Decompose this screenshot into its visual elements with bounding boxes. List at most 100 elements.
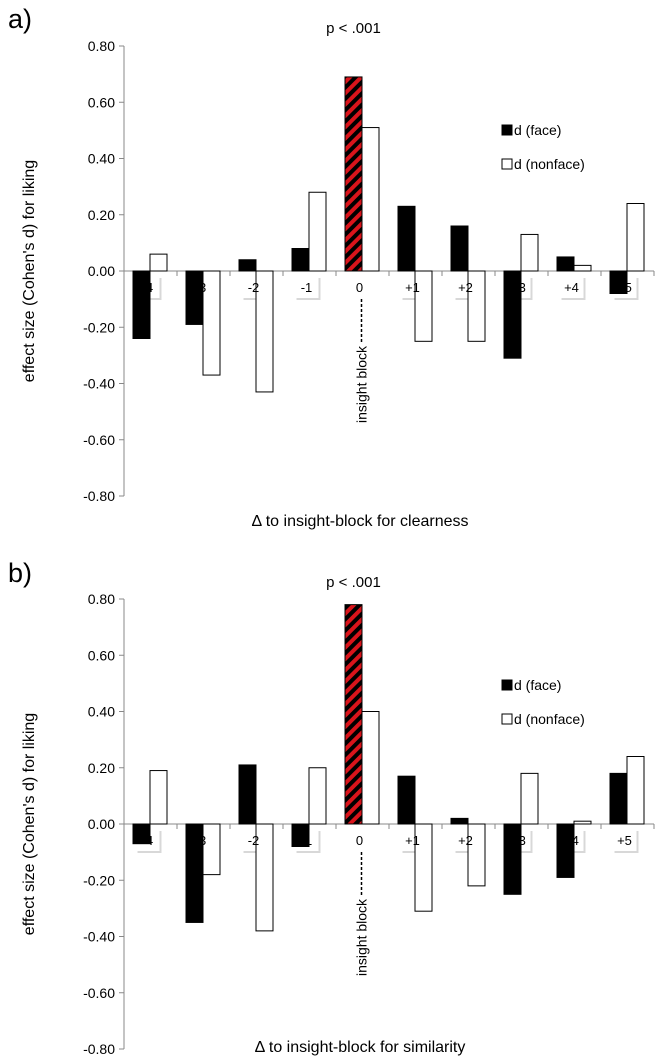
- bar-nonface: [202, 823, 221, 876]
- y-tick-label: 0.80: [88, 591, 115, 607]
- insight-block-label-group: insight block: [354, 345, 370, 423]
- bar-nonface: [361, 711, 380, 825]
- bar-face: [450, 817, 469, 825]
- legend-swatch: [501, 158, 513, 170]
- category-label: 0: [356, 280, 363, 295]
- bar-face: [132, 823, 151, 845]
- category-label: -4: [142, 280, 154, 295]
- category-label: -3: [195, 833, 207, 848]
- p-value-annotation: p < .001: [326, 574, 381, 591]
- bar-face: [556, 823, 575, 878]
- bar-face: [609, 270, 628, 294]
- bar-face: [238, 764, 257, 825]
- category-label: -4: [142, 833, 154, 848]
- category-label: +3: [511, 833, 526, 848]
- category-label: -1: [301, 833, 313, 848]
- y-tick-label: 0.00: [88, 263, 115, 279]
- bar-nonface: [255, 270, 274, 393]
- category-label: +2: [458, 280, 473, 295]
- category-label: +4: [564, 833, 579, 848]
- category-label: +1: [405, 280, 420, 295]
- category-label: +4: [564, 280, 579, 295]
- bar-nonface: [361, 127, 380, 272]
- bar-face: [609, 772, 628, 825]
- category-label: -2: [248, 280, 260, 295]
- category-label: +3: [511, 280, 526, 295]
- y-tick-label: 0.60: [88, 94, 115, 110]
- bar-nonface: [255, 823, 274, 932]
- bar-face: [291, 823, 310, 847]
- y-tick-label: -0.40: [83, 929, 115, 945]
- panel-label: b): [8, 558, 32, 588]
- bar-highlight: [344, 76, 363, 272]
- bar-face: [450, 225, 469, 272]
- bar-nonface: [520, 233, 539, 272]
- category-label: +2: [458, 833, 473, 848]
- insight-block-label-group: insight block: [354, 898, 370, 976]
- p-value-annotation: p < .001: [326, 20, 381, 37]
- y-tick-label: 0.40: [88, 151, 115, 167]
- bar-nonface: [626, 203, 645, 272]
- category-label-box: [612, 829, 637, 851]
- bar-face: [397, 205, 416, 272]
- bar-nonface: [149, 770, 168, 825]
- category-label: +5: [617, 833, 632, 848]
- legend-entry: d (face): [514, 122, 561, 138]
- y-tick-label: -0.40: [83, 376, 115, 392]
- bar-face: [503, 270, 522, 359]
- bar-face: [503, 823, 522, 895]
- bar-nonface: [573, 820, 592, 825]
- y-tick-label: 0.80: [88, 38, 115, 54]
- y-tick-label: -0.60: [83, 432, 115, 448]
- bar-face: [291, 248, 310, 272]
- category-label: +5: [617, 280, 632, 295]
- category-label: 0: [356, 833, 363, 848]
- y-tick-label: 0.00: [88, 816, 115, 832]
- bar-highlight: [344, 604, 363, 825]
- bar-nonface: [414, 270, 433, 342]
- bar-face: [132, 270, 151, 339]
- bar-face: [238, 259, 257, 272]
- y-axis-label-group: effect size (Cohen's d) for liking: [21, 713, 38, 935]
- y-tick-label: -0.60: [83, 985, 115, 1001]
- y-axis-label-group: effect size (Cohen's d) for liking: [21, 160, 38, 382]
- y-tick-label: 0.40: [88, 704, 115, 720]
- bar-nonface: [149, 253, 168, 272]
- category-label: -1: [301, 280, 313, 295]
- x-axis-label: Δ to insight-block for similarity: [255, 1039, 466, 1056]
- bar-nonface: [573, 264, 592, 272]
- legend-entry: d (nonface): [514, 711, 585, 727]
- y-tick-label: 0.20: [88, 207, 115, 223]
- legend-entry: d (face): [514, 677, 561, 693]
- legend-swatch: [501, 124, 513, 136]
- bar-nonface: [467, 823, 486, 887]
- insight-block-label: insight block: [354, 345, 370, 423]
- category-label-box: [294, 276, 319, 298]
- legend-swatch: [501, 679, 513, 691]
- y-tick-label: -0.20: [83, 872, 115, 888]
- category-label: -3: [195, 280, 207, 295]
- bar-nonface: [626, 756, 645, 825]
- y-tick-label: 0.60: [88, 647, 115, 663]
- insight-block-label: insight block: [354, 898, 370, 976]
- category-label: -2: [248, 833, 260, 848]
- y-tick-label: -0.80: [83, 1041, 115, 1057]
- bar-face: [397, 775, 416, 825]
- bar-nonface: [467, 270, 486, 342]
- chart-panel-a: a) 0.80 0.60 0.40 0.20 0.00 -0.20 -0.40 -0.60 -0.…: [8, 4, 655, 530]
- bar-nonface: [414, 823, 433, 912]
- y-axis-label: effect size (Cohen's d) for liking: [21, 160, 38, 382]
- bar-nonface: [520, 772, 539, 825]
- y-tick-label: -0.80: [83, 488, 115, 504]
- legend-entry: d (nonface): [514, 156, 585, 172]
- category-label: +1: [405, 833, 420, 848]
- bar-face: [556, 256, 575, 272]
- y-axis-label: effect size (Cohen's d) for liking: [21, 713, 38, 935]
- category-label-box: [559, 276, 584, 298]
- bar-nonface: [202, 270, 221, 376]
- x-axis-label: Δ to insight-block for clearness: [251, 513, 468, 530]
- legend-swatch: [501, 713, 513, 725]
- y-tick-label: 0.20: [88, 760, 115, 776]
- bar-nonface: [308, 191, 327, 272]
